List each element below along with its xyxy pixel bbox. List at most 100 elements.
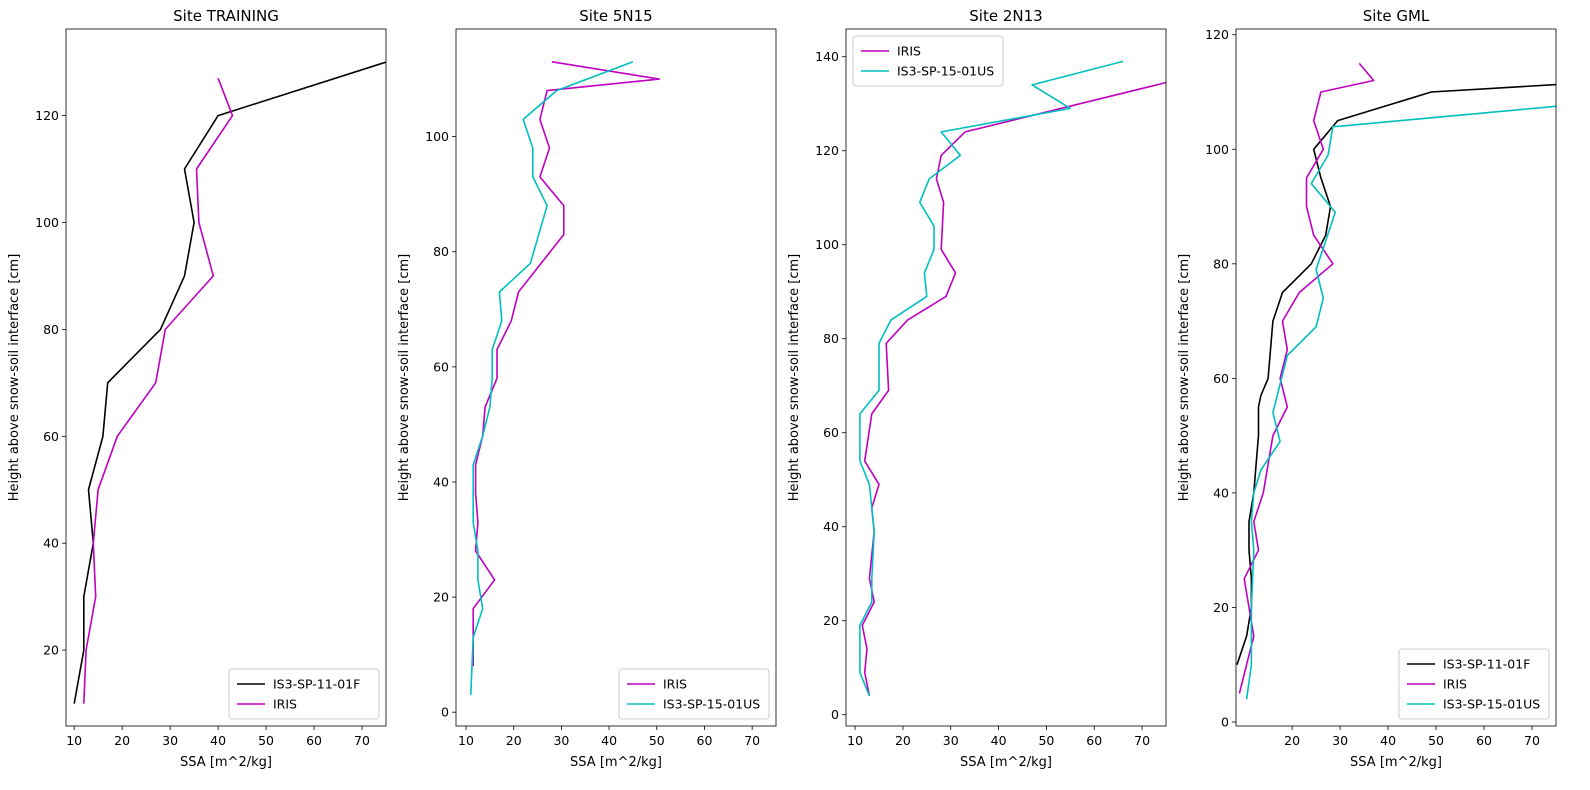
y-tick-label: 0 (1221, 714, 1229, 729)
legend: IRIS IS3-SP-15-01US (852, 35, 1004, 87)
y-axis-label: Height above snow-soil interface [cm] (397, 254, 412, 502)
chart-title: Site 5N15 (579, 7, 652, 25)
x-tick-label: 10 (847, 733, 863, 748)
x-tick-label: 60 (306, 733, 322, 748)
series-line-is3-sp-15-01us (1245, 105, 1556, 700)
subplot-site-gml: Site GML 20 30 40 50 60 70 0 20 40 60 80 100 120 SSA [… (1177, 7, 1557, 770)
y-axis-label: Height above snow-soil interface [cm] (7, 254, 22, 502)
series-line-iris (861, 81, 1166, 697)
legend-entry: IS3-SP-15-01US (663, 697, 760, 712)
y-tick-label: 120 (815, 143, 839, 158)
legend-entry: IRIS (897, 44, 921, 59)
legend-box (228, 668, 380, 720)
x-tick-label: 70 (354, 733, 370, 748)
x-axis-label: SSA [m^2/kg] (1350, 755, 1442, 770)
x-tick-label: 20 (506, 733, 522, 748)
legend-entry: IS3-SP-15-01US (897, 64, 994, 79)
plot-frame (1235, 28, 1557, 727)
plot-frame (845, 28, 1167, 727)
plot-frame (455, 28, 777, 727)
series-line-iris (1238, 62, 1375, 694)
legend-box (618, 668, 770, 720)
subplot-site-training: Site TRAINING 10 20 30 40 50 60 70 20 40 60 80 100 12… (7, 7, 387, 770)
legend: IRIS IS3-SP-15-01US (618, 668, 770, 720)
series-line-is3-sp-15-01us (470, 61, 634, 695)
series-line-is3-sp-11-01f (1236, 83, 1556, 665)
series-line-is3-sp-11-01f (73, 61, 386, 704)
y-tick-label: 40 (823, 519, 839, 534)
x-tick-label: 70 (1134, 733, 1150, 748)
y-tick-label: 20 (823, 613, 839, 628)
x-tick-label: 20 (1284, 733, 1300, 748)
legend-box (1398, 648, 1550, 720)
x-tick-label: 60 (1476, 733, 1492, 748)
x-tick-label: 50 (1038, 733, 1054, 748)
chart-title: Site TRAINING (173, 7, 279, 25)
legend: IS3-SP-11-01F IRIS (228, 668, 380, 720)
legend-entry: IRIS (273, 697, 297, 712)
chart-title: Site 2N13 (969, 7, 1042, 25)
x-tick-label: 70 (744, 733, 760, 748)
y-tick-label: 60 (43, 429, 59, 444)
y-tick-label: 0 (831, 707, 839, 722)
y-axis-label: Height above snow-soil interface [cm] (1177, 254, 1192, 502)
x-tick-label: 30 (553, 733, 569, 748)
y-tick-label: 0 (441, 705, 449, 720)
x-tick-label: 50 (1428, 733, 1444, 748)
y-tick-label: 80 (823, 331, 839, 346)
y-tick-label: 100 (35, 215, 59, 230)
y-tick-label: 80 (43, 322, 59, 337)
y-tick-label: 100 (425, 129, 449, 144)
x-tick-label: 70 (1524, 733, 1540, 748)
x-tick-label: 60 (1086, 733, 1102, 748)
legend-entry: IRIS (1443, 677, 1467, 692)
y-tick-label: 120 (1205, 27, 1229, 42)
x-tick-label: 50 (649, 733, 665, 748)
series-line-iris (472, 61, 661, 667)
x-axis-label: SSA [m^2/kg] (180, 755, 272, 770)
x-tick-label: 20 (895, 733, 911, 748)
x-tick-label: 20 (114, 733, 130, 748)
y-tick-label: 40 (1213, 485, 1229, 500)
x-tick-label: 50 (258, 733, 274, 748)
y-tick-label: 140 (815, 49, 839, 64)
x-tick-label: 10 (66, 733, 82, 748)
legend-box (852, 35, 1004, 87)
y-tick-label: 100 (815, 237, 839, 252)
y-tick-label: 20 (1213, 600, 1229, 615)
series-line-is3-sp-15-01us (859, 60, 1124, 697)
x-tick-label: 60 (697, 733, 713, 748)
subplot-site-2n13: Site 2N13 10 20 30 40 50 60 70 0 20 40 60 80 100 120 14… (787, 7, 1167, 770)
legend-entry: IRIS (663, 677, 687, 692)
y-tick-label: 60 (1213, 371, 1229, 386)
y-tick-label: 80 (433, 244, 449, 259)
legend-entry: IS3-SP-11-01F (273, 677, 360, 692)
y-tick-label: 100 (1205, 142, 1229, 157)
y-tick-label: 40 (433, 474, 449, 489)
x-axis-label: SSA [m^2/kg] (960, 755, 1052, 770)
y-tick-label: 20 (43, 643, 59, 658)
series-line-iris (83, 77, 234, 704)
y-axis-label: Height above snow-soil interface [cm] (787, 254, 802, 502)
chart-title: Site GML (1363, 7, 1430, 25)
x-tick-label: 10 (458, 733, 474, 748)
y-tick-label: 40 (43, 536, 59, 551)
y-tick-label: 20 (433, 590, 449, 605)
legend-entry: IS3-SP-11-01F (1443, 657, 1530, 672)
plot-frame (65, 28, 387, 727)
y-tick-label: 120 (35, 108, 59, 123)
x-tick-label: 40 (601, 733, 617, 748)
subplot-site-5n15: Site 5N15 10 20 30 40 50 60 70 0 20 40 60 80 100 SSA [… (397, 7, 777, 770)
x-tick-label: 40 (1380, 733, 1396, 748)
x-tick-label: 30 (162, 733, 178, 748)
y-tick-label: 60 (433, 359, 449, 374)
y-tick-label: 60 (823, 425, 839, 440)
y-tick-label: 80 (1213, 256, 1229, 271)
x-tick-label: 40 (991, 733, 1007, 748)
legend-entry: IS3-SP-15-01US (1443, 697, 1540, 712)
legend: IS3-SP-11-01F IRIS IS3-SP-15-01US (1398, 648, 1550, 720)
x-tick-label: 40 (210, 733, 226, 748)
x-tick-label: 30 (1332, 733, 1348, 748)
x-tick-label: 30 (943, 733, 959, 748)
